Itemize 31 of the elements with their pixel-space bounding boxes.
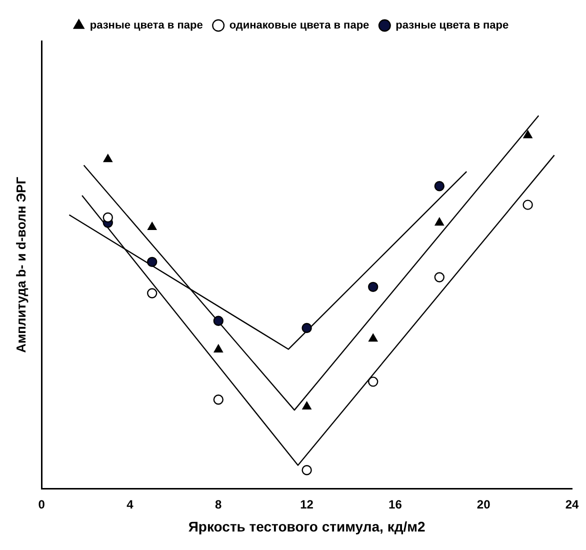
point bbox=[214, 344, 223, 352]
point bbox=[147, 256, 158, 268]
legend-label: разные цвета в паре bbox=[396, 20, 509, 32]
x-tick-label: 8 bbox=[215, 497, 222, 512]
point bbox=[522, 200, 533, 210]
y-axis-title: Амплитуда b- и d-волн ЭРГ bbox=[13, 176, 28, 353]
point bbox=[147, 288, 158, 298]
x-axis-title: Яркость тестового стимула, кд/м2 bbox=[188, 518, 426, 534]
point bbox=[434, 181, 444, 192]
point bbox=[302, 402, 312, 410]
point bbox=[213, 394, 224, 405]
x-tick-label: 12 bbox=[300, 497, 314, 512]
point bbox=[302, 465, 312, 476]
point bbox=[103, 154, 112, 162]
point bbox=[434, 218, 444, 226]
point bbox=[434, 272, 444, 282]
point bbox=[213, 316, 224, 326]
x-tick-label: 24 bbox=[565, 497, 579, 512]
point bbox=[302, 322, 312, 334]
x-tick-label: 0 bbox=[38, 497, 46, 512]
point bbox=[368, 282, 378, 292]
point bbox=[368, 376, 378, 387]
x-tick-label: 4 bbox=[126, 497, 134, 512]
point bbox=[523, 130, 532, 138]
legend-label: одинаковые цвета в паре bbox=[229, 20, 370, 32]
x-tick-label: 16 bbox=[388, 497, 402, 512]
point bbox=[368, 334, 378, 342]
legend-label: разные цвета в паре bbox=[90, 20, 203, 32]
point bbox=[102, 212, 113, 223]
x-tick-label: 20 bbox=[476, 497, 491, 512]
point bbox=[148, 222, 157, 230]
